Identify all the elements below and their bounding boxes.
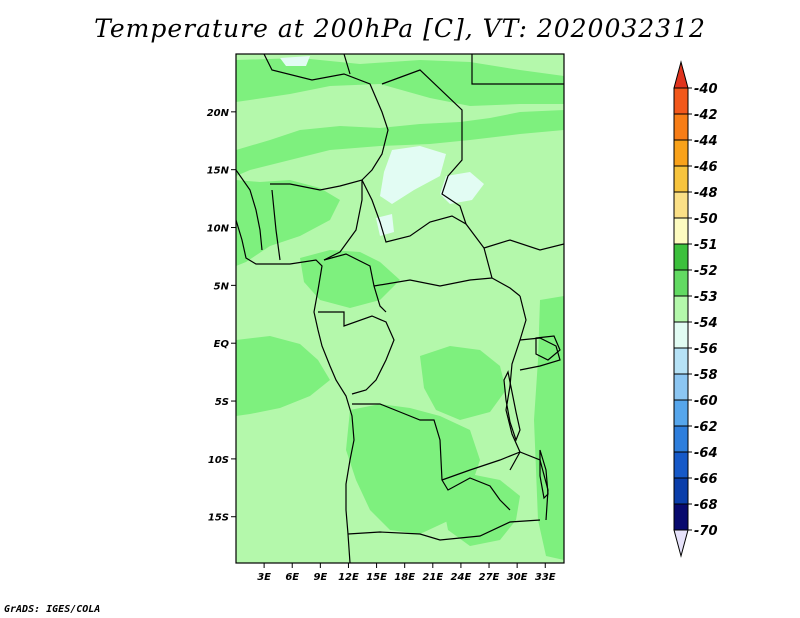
colorbar-swatch <box>673 477 689 505</box>
lon-tick-label: 6E <box>285 572 299 583</box>
colorbar-label: -42 <box>694 108 718 123</box>
lon-tick-label: 15E <box>366 572 387 583</box>
shade-region-north <box>236 58 564 106</box>
lon-tick-label: 3E <box>257 572 271 583</box>
colorbar-swatch <box>673 295 689 323</box>
colorbar-label: -51 <box>694 238 718 253</box>
credit-text: GrADS: IGES/COLA <box>4 604 101 615</box>
border-drc-east <box>505 295 527 471</box>
colorbar-swatch <box>673 399 689 427</box>
pale-region-2 <box>440 172 484 204</box>
colorbar-swatch <box>673 347 689 375</box>
lon-tick-label: 24E <box>451 572 472 583</box>
shade-region-band <box>236 110 564 176</box>
map-frame <box>235 53 565 564</box>
colorbar-swatch <box>673 373 689 401</box>
colorbar-swatch <box>673 451 689 479</box>
colorbar-swatch <box>673 321 689 349</box>
map-panel: 3E 6E 9E 12E 15E 18E 21E 24E 27E 30E 33E 20N 15N 10N… <box>207 53 565 583</box>
colorbar-label: -54 <box>694 316 718 331</box>
lat-tick-label: 10N <box>207 224 230 235</box>
lon-tick-label: 12E <box>338 572 359 583</box>
lon-tick-label: 18E <box>394 572 415 583</box>
lon-tick-label: 27E <box>479 572 500 583</box>
colorbar-label: -40 <box>694 82 718 97</box>
map-title: Temperature at 200hPa [C], VT: 202003231… <box>94 14 706 43</box>
border-chad-car <box>361 179 521 297</box>
colorbar-swatch <box>673 113 689 141</box>
colorbar-label: -56 <box>694 342 718 357</box>
border-car-south <box>373 277 493 287</box>
longitude-axis: 3E 6E 9E 12E 15E 18E 21E 24E 27E 30E 33E <box>257 563 556 583</box>
lake-tanganyika <box>503 370 521 442</box>
lon-tick-label: 9E <box>313 572 327 583</box>
lat-tick-label: 5S <box>215 397 229 408</box>
colorbar-swatch <box>673 165 689 193</box>
lat-tick-label: 15S <box>208 513 229 524</box>
colorbar-swatch <box>673 217 689 245</box>
lon-tick-label: 33E <box>535 572 556 583</box>
border-west-sahel <box>236 169 263 251</box>
colorbar-swatch <box>673 60 689 89</box>
colorbar-label: -50 <box>694 212 718 227</box>
border-cameroon <box>323 253 387 313</box>
shade-region-east <box>420 346 506 420</box>
lat-tick-label: EQ <box>214 339 230 350</box>
temperature-shading <box>236 56 564 560</box>
shade-region-rightstrip <box>534 296 564 560</box>
colorbar-label: -48 <box>694 186 718 201</box>
shade-region-southeast <box>440 474 520 546</box>
colorbar-label: -60 <box>694 394 718 409</box>
border-nigeria <box>270 179 363 261</box>
border-egypt-sudan <box>471 54 564 85</box>
pale-region-3 <box>280 56 310 66</box>
colorbar-swatch <box>673 503 689 531</box>
coastline-west <box>236 219 355 563</box>
colorbar-label: -58 <box>694 368 718 383</box>
colorbar-swatch <box>673 139 689 167</box>
border-angola-south <box>347 519 541 541</box>
colorbar-label: -53 <box>694 290 718 305</box>
colorbar: -40 -42 -44 -46 -48 -50 -51 -52 -53 -54 -56 -58 -60 -… <box>673 60 718 558</box>
border-north-1 <box>263 54 389 181</box>
colorbar-swatch <box>673 269 689 297</box>
shade-region-centre <box>300 250 400 308</box>
lake-malawi <box>539 449 549 500</box>
border-ethiopia <box>483 239 564 251</box>
border-drc-south <box>352 403 511 511</box>
border-north-2 <box>343 54 351 75</box>
shade-region-coast <box>236 336 330 416</box>
lat-tick-label: 15N <box>207 166 230 177</box>
latitude-axis: 20N 15N 10N 5N EQ 5S 10S 15S <box>207 108 236 524</box>
colorbar-swatch <box>673 191 689 219</box>
colorbar-label: -46 <box>694 160 718 175</box>
border-west-2 <box>271 189 281 261</box>
colorbar-swatch <box>673 425 689 453</box>
lake-victoria <box>535 335 561 361</box>
colorbar-label: -70 <box>694 524 718 539</box>
pale-region-1 <box>380 146 446 204</box>
lat-tick-label: 5N <box>214 281 230 292</box>
colorbar-label: -68 <box>694 498 718 513</box>
lat-tick-label: 10S <box>208 455 229 466</box>
border-libya-chad <box>381 69 467 225</box>
colorbar-swatch <box>673 87 689 115</box>
colorbar-swatch <box>673 529 689 558</box>
pale-region-4 <box>376 214 394 236</box>
colorbar-swatch <box>673 243 689 271</box>
lon-tick-label: 21E <box>422 572 443 583</box>
colorbar-label: -44 <box>694 134 718 149</box>
lon-tick-label: 30E <box>507 572 528 583</box>
colorbar-label: -52 <box>694 264 718 279</box>
colorbar-label: -62 <box>694 420 718 435</box>
lat-tick-label: 20N <box>207 108 230 119</box>
colorbar-label: -66 <box>694 472 718 487</box>
boundaries <box>236 54 564 563</box>
colorbar-label: -64 <box>694 446 718 461</box>
border-gabon-congo <box>318 311 395 395</box>
